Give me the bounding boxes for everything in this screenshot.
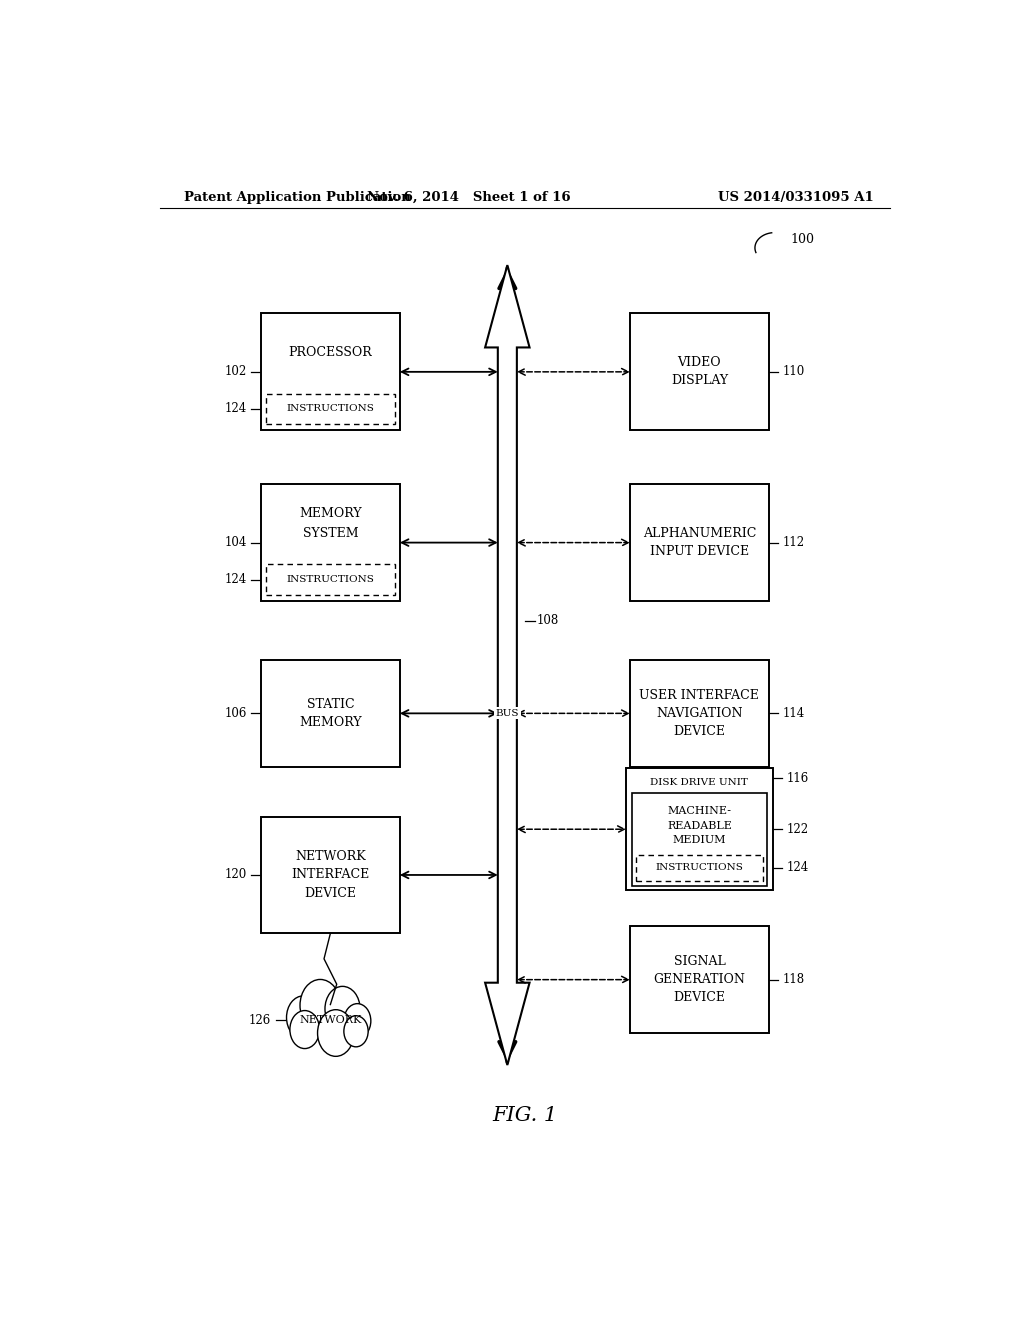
Text: GENERATION: GENERATION — [653, 973, 745, 986]
Text: MEMORY: MEMORY — [299, 715, 361, 729]
Text: 114: 114 — [783, 706, 805, 719]
Text: 106: 106 — [224, 706, 247, 719]
Circle shape — [317, 1010, 354, 1056]
Bar — [261, 484, 399, 601]
Text: 110: 110 — [783, 366, 805, 379]
Text: DISPLAY: DISPLAY — [671, 375, 728, 388]
Circle shape — [344, 1003, 371, 1039]
Text: NETWORK: NETWORK — [295, 850, 366, 863]
Text: Nov. 6, 2014   Sheet 1 of 16: Nov. 6, 2014 Sheet 1 of 16 — [368, 190, 571, 203]
Bar — [626, 768, 773, 890]
Bar — [265, 565, 395, 595]
Text: 118: 118 — [783, 973, 805, 986]
Text: 124: 124 — [787, 862, 809, 874]
Text: 108: 108 — [537, 614, 559, 627]
Text: SIGNAL: SIGNAL — [674, 954, 725, 968]
Circle shape — [344, 1015, 369, 1047]
Text: 100: 100 — [791, 234, 815, 247]
Text: US 2014/0331095 A1: US 2014/0331095 A1 — [718, 190, 873, 203]
Text: 104: 104 — [224, 536, 247, 549]
Text: 122: 122 — [787, 822, 809, 836]
Circle shape — [290, 1011, 319, 1048]
Circle shape — [325, 986, 360, 1031]
Text: INPUT DEVICE: INPUT DEVICE — [650, 545, 749, 558]
Bar — [265, 393, 395, 424]
Text: NETWORK: NETWORK — [299, 1015, 361, 1026]
Text: MEMORY: MEMORY — [299, 507, 361, 520]
Text: VIDEO: VIDEO — [678, 356, 721, 370]
Bar — [630, 660, 769, 767]
Polygon shape — [485, 265, 529, 1065]
Text: DISK DRIVE UNIT: DISK DRIVE UNIT — [650, 779, 749, 788]
Text: STATIC: STATIC — [306, 698, 354, 710]
Text: 102: 102 — [224, 366, 247, 379]
Text: 124: 124 — [224, 573, 247, 586]
Text: PROCESSOR: PROCESSOR — [289, 346, 373, 359]
Text: NAVIGATION: NAVIGATION — [656, 706, 742, 719]
Text: DEVICE: DEVICE — [304, 887, 356, 900]
Text: 120: 120 — [224, 869, 247, 882]
Text: INSTRUCTIONS: INSTRUCTIONS — [287, 404, 375, 413]
Bar — [630, 927, 769, 1034]
Text: ALPHANUMERIC: ALPHANUMERIC — [643, 527, 756, 540]
Text: MEDIUM: MEDIUM — [673, 834, 726, 845]
Text: DEVICE: DEVICE — [674, 725, 725, 738]
Bar — [261, 660, 399, 767]
Text: FIG. 1: FIG. 1 — [493, 1106, 557, 1126]
Text: INSTRUCTIONS: INSTRUCTIONS — [655, 863, 743, 873]
Text: BUS: BUS — [496, 709, 519, 718]
Bar — [630, 313, 769, 430]
Text: 126: 126 — [249, 1014, 270, 1027]
Text: Patent Application Publication: Patent Application Publication — [183, 190, 411, 203]
Text: READABLE: READABLE — [667, 821, 732, 830]
Text: 116: 116 — [787, 772, 809, 785]
Bar — [636, 854, 763, 880]
Bar — [630, 484, 769, 601]
Text: USER INTERFACE: USER INTERFACE — [639, 689, 760, 701]
Circle shape — [287, 995, 321, 1039]
Bar — [261, 817, 399, 933]
Text: INSTRUCTIONS: INSTRUCTIONS — [287, 576, 375, 585]
Text: INTERFACE: INTERFACE — [291, 869, 370, 882]
Bar — [632, 792, 767, 886]
Text: 112: 112 — [783, 536, 805, 549]
Bar — [261, 313, 399, 430]
Text: DEVICE: DEVICE — [674, 991, 725, 1005]
Text: MACHINE-: MACHINE- — [668, 807, 731, 817]
Text: SYSTEM: SYSTEM — [302, 527, 358, 540]
Circle shape — [300, 979, 341, 1031]
Text: 124: 124 — [224, 403, 247, 416]
